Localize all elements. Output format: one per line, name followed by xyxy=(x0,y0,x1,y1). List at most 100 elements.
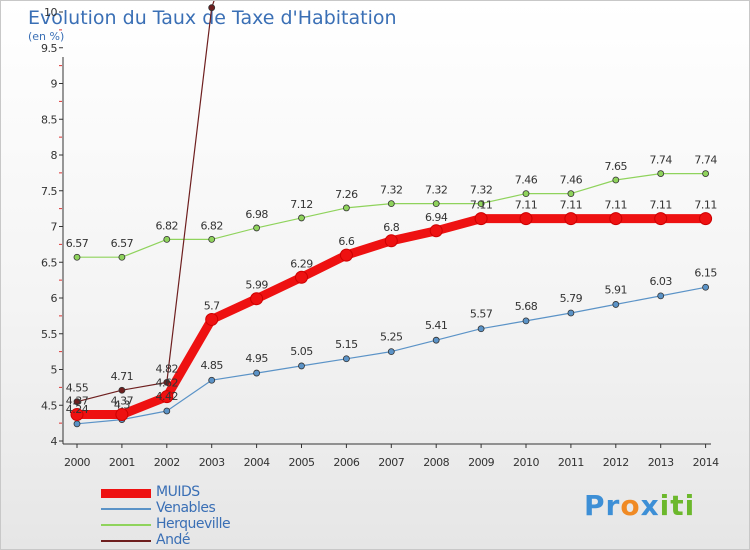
y-tick-label: 5.5 xyxy=(41,328,57,341)
x-tick-label: 2009 xyxy=(468,456,494,469)
data-point xyxy=(163,235,171,243)
data-point xyxy=(73,253,81,261)
x-tick-label: 2005 xyxy=(289,456,315,469)
x-tick-label: 2011 xyxy=(558,456,584,469)
data-label: 7.12 xyxy=(290,198,313,211)
data-label: 5.7 xyxy=(204,299,220,312)
data-point xyxy=(384,234,398,248)
y-tick-label: 9 xyxy=(51,78,58,91)
data-point xyxy=(387,200,395,208)
data-label: 5.25 xyxy=(380,331,403,344)
legend-swatch xyxy=(101,540,151,542)
data-point xyxy=(432,336,440,344)
logo-letter: r xyxy=(605,489,621,522)
x-tick-label: 2012 xyxy=(603,456,629,469)
data-point xyxy=(519,212,533,226)
y-tick-label: 6.5 xyxy=(41,256,57,269)
x-tick-label: 2007 xyxy=(378,456,404,469)
data-label: 7.26 xyxy=(335,188,358,201)
logo-letter: i xyxy=(659,489,671,522)
data-point xyxy=(522,190,530,198)
unit-label: (en %) xyxy=(28,30,65,43)
logo-letter: i xyxy=(684,489,696,522)
data-point xyxy=(609,212,623,226)
data-label: 5.68 xyxy=(515,300,538,313)
data-point xyxy=(208,4,216,12)
y-tick-label: 4.5 xyxy=(41,399,57,412)
logo-letter: x xyxy=(640,489,660,522)
data-point xyxy=(253,369,261,377)
data-label: 4.62 xyxy=(156,377,179,390)
data-label: 7.11 xyxy=(560,199,583,212)
x-tick-label: 2013 xyxy=(648,456,674,469)
legend-label: Andé xyxy=(156,532,190,548)
logo-letter: o xyxy=(620,489,641,522)
data-point xyxy=(612,176,620,184)
data-point xyxy=(564,212,578,226)
data-label: 6.03 xyxy=(649,275,672,288)
data-label: 6.57 xyxy=(66,237,89,250)
data-label: 6.15 xyxy=(694,266,717,279)
data-label: 4.3 xyxy=(114,399,130,412)
data-label: 6.29 xyxy=(290,257,313,270)
x-tick-label: 2010 xyxy=(513,456,539,469)
data-point xyxy=(298,214,305,222)
data-point xyxy=(339,248,353,262)
legend-swatch xyxy=(101,508,151,510)
y-tick-label: 10 xyxy=(44,6,57,19)
data-label: 7.11 xyxy=(694,199,717,212)
data-point xyxy=(208,376,216,384)
data-label: 6.82 xyxy=(156,219,179,232)
y-tick-label: 9.5 xyxy=(41,42,57,55)
data-label: 6.94 xyxy=(425,211,448,224)
data-point xyxy=(699,212,713,226)
y-tick-label: 8 xyxy=(51,149,58,162)
data-point xyxy=(474,212,488,226)
data-label: 7.32 xyxy=(425,184,448,197)
y-tick-label: 4 xyxy=(51,435,58,448)
x-tick-label: 2003 xyxy=(199,456,225,469)
data-point xyxy=(298,362,305,370)
data-point xyxy=(160,390,174,404)
data-point xyxy=(657,292,665,300)
data-point xyxy=(657,170,665,177)
data-point xyxy=(477,200,485,208)
data-point xyxy=(115,408,129,422)
data-label: 5.05 xyxy=(290,345,313,358)
data-point xyxy=(70,408,84,422)
data-label: 4.55 xyxy=(66,382,89,395)
legend-label: Venables xyxy=(156,500,216,516)
data-label: 5.79 xyxy=(560,292,583,305)
data-point xyxy=(702,283,709,291)
data-label: 7.11 xyxy=(649,199,672,212)
y-tick-label: 7 xyxy=(51,221,58,234)
data-label: 7.11 xyxy=(470,199,493,212)
data-point xyxy=(477,325,485,333)
logo-letter: t xyxy=(670,489,685,522)
x-tick-label: 2004 xyxy=(244,456,270,469)
data-point xyxy=(612,301,620,308)
data-point xyxy=(342,204,350,212)
legend-swatch xyxy=(101,488,151,498)
data-label: 4.24 xyxy=(66,403,89,416)
data-label: 7.46 xyxy=(515,174,538,187)
data-label: 4.82 xyxy=(156,362,179,375)
data-label: 4.42 xyxy=(156,390,179,403)
legend-swatch xyxy=(101,524,151,526)
data-point xyxy=(522,317,530,325)
data-point xyxy=(702,170,709,177)
data-label: 5.91 xyxy=(605,283,628,296)
series-line-venables xyxy=(76,286,707,425)
series-line-andé xyxy=(76,1,215,403)
data-point xyxy=(429,224,443,238)
data-label: 6.8 xyxy=(383,221,399,234)
data-label: 5.41 xyxy=(425,319,448,332)
data-point xyxy=(342,355,350,363)
x-tick-label: 2008 xyxy=(423,456,449,469)
y-tick-label: 8.5 xyxy=(41,113,57,126)
data-label: 7.65 xyxy=(605,160,628,173)
y-tick-label: 7.5 xyxy=(41,185,57,198)
data-label: 4.95 xyxy=(245,352,268,365)
